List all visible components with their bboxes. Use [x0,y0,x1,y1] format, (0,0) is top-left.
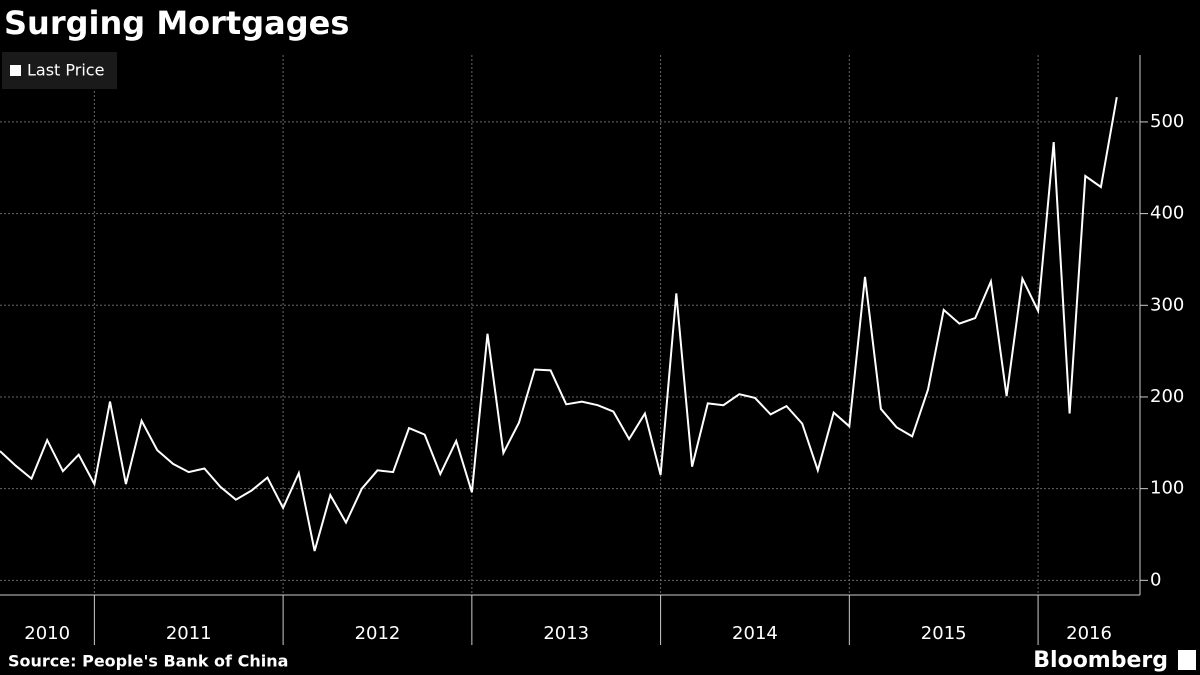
source: Source: People's Bank of China [8,652,288,671]
x-tick-label: 2012 [355,623,401,644]
y-tick-label: 400 [1150,203,1184,224]
brand: Bloomberg [1033,648,1168,673]
x-tick-label: 2015 [921,623,967,644]
y-tick-label: 200 [1150,386,1184,407]
y-tick-label: 500 [1150,111,1184,132]
line-series [0,97,1118,552]
y-tick-label: 300 [1150,294,1184,315]
legend-swatch [10,65,21,76]
chart-title: Surging Mortgages [4,4,349,42]
x-tick-label: 2013 [543,623,589,644]
y-tick-label: 100 [1150,478,1184,499]
y-tick-label: 0 [1150,569,1161,590]
x-tick-label: 2014 [732,623,778,644]
x-tick-label: 2010 [24,623,70,644]
brand-icon [1178,650,1196,670]
legend-box [2,52,117,89]
legend-label: Last Price [27,61,104,80]
x-tick-label: 2016 [1066,623,1112,644]
x-tick-label: 2011 [166,623,212,644]
